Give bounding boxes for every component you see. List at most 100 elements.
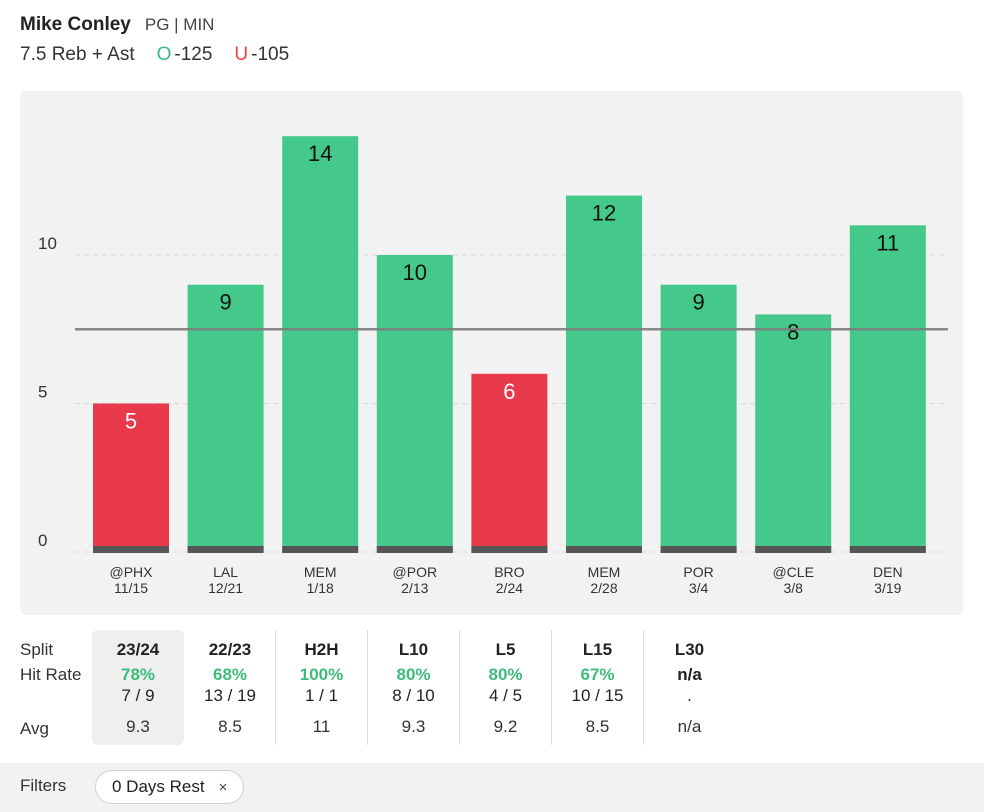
average: 9.2 bbox=[493, 717, 518, 736]
bar-value-label: 11 bbox=[876, 230, 899, 255]
bar-baseline bbox=[471, 546, 548, 553]
x-tick-date: 3/8 bbox=[783, 580, 803, 596]
split-label: 22/23 bbox=[208, 640, 252, 659]
x-tick-date: 1/18 bbox=[307, 580, 334, 596]
hit-rate: 80% bbox=[396, 665, 431, 684]
player-name: Mike Conley bbox=[20, 14, 131, 35]
x-tick-label: DEN bbox=[873, 564, 903, 580]
average: n/a bbox=[677, 717, 702, 736]
bar-value-label: 10 bbox=[403, 260, 427, 285]
hit-count: 10 / 15 bbox=[571, 686, 624, 705]
hit-count: 13 / 19 bbox=[204, 686, 256, 705]
hit-rate: n/a bbox=[677, 665, 702, 684]
x-tick-label: BRO bbox=[494, 564, 524, 580]
split-label: H2H bbox=[304, 640, 339, 659]
x-tick-label: @PHX bbox=[110, 564, 154, 580]
bar-value-label: 12 bbox=[592, 201, 616, 226]
split-column-h2h[interactable]: H2H 100% 1 / 1 11 bbox=[275, 630, 367, 745]
under-indicator: U bbox=[234, 44, 249, 65]
average: 11 bbox=[312, 717, 331, 736]
hit-count: 8 / 10 bbox=[392, 686, 435, 705]
filters-label: Filters bbox=[20, 776, 67, 795]
bar bbox=[471, 373, 548, 552]
x-tick-date: 12/21 bbox=[208, 580, 243, 596]
bar bbox=[282, 136, 359, 552]
split-label: L5 bbox=[495, 640, 516, 659]
split-column-l10[interactable]: L10 80% 8 / 10 9.3 bbox=[367, 630, 459, 745]
bar bbox=[566, 195, 642, 552]
x-tick-date: 2/13 bbox=[401, 580, 428, 596]
bar-baseline bbox=[93, 546, 169, 553]
x-tick-label: POR bbox=[683, 564, 713, 580]
bar bbox=[660, 284, 737, 552]
avg-row-label: Avg bbox=[20, 719, 49, 738]
hit-count: . bbox=[687, 686, 692, 705]
average: 9.3 bbox=[126, 717, 150, 736]
x-tick-date: 2/28 bbox=[590, 580, 617, 596]
x-tick-label: MEM bbox=[588, 564, 621, 580]
x-tick-date: 3/4 bbox=[689, 580, 709, 596]
average: 9.3 bbox=[401, 717, 426, 736]
bar bbox=[376, 255, 453, 552]
split-column-22-23[interactable]: 22/23 68% 13 / 19 8.5 bbox=[184, 630, 276, 745]
y-tick-label: 0 bbox=[38, 531, 47, 550]
bar bbox=[187, 284, 264, 552]
bar-value-label: 14 bbox=[308, 141, 332, 166]
game-log-chart: 0 5 10 5 @PHX 11/15 9 LAL 12/21 14 MEM 1/18 10 @POR 2/… bbox=[20, 91, 963, 615]
filters-bar: Filters 0 Days Rest × bbox=[0, 763, 984, 812]
hit-rate-row-label: Hit Rate bbox=[20, 665, 82, 684]
x-tick-label: MEM bbox=[304, 564, 337, 580]
split-label: L30 bbox=[674, 640, 705, 659]
bar-chart: 05105@PHX11/159LAL12/2114MEM1/1810@POR2/… bbox=[38, 136, 948, 596]
filter-chip-days-rest[interactable]: 0 Days Rest × bbox=[95, 770, 245, 804]
split-column-l5[interactable]: L5 80% 4 / 5 9.2 bbox=[459, 630, 551, 745]
over-odds: -125 bbox=[174, 44, 213, 65]
bar-baseline bbox=[566, 546, 642, 553]
bar-value-label: 5 bbox=[125, 409, 137, 434]
split-row-label: Split bbox=[20, 640, 54, 659]
bar-baseline bbox=[660, 546, 737, 553]
x-tick-date: 2/24 bbox=[496, 580, 523, 596]
x-tick-date: 11/15 bbox=[114, 580, 148, 596]
hit-count: 1 / 1 bbox=[304, 686, 339, 705]
average: 8.5 bbox=[218, 717, 242, 736]
hit-count: 7 / 9 bbox=[121, 686, 155, 705]
bar-value-label: 8 bbox=[787, 319, 799, 344]
x-tick-date: 3/19 bbox=[874, 580, 901, 596]
bar-baseline bbox=[282, 546, 359, 553]
bar-baseline bbox=[187, 546, 264, 553]
filter-chip-label: 0 Days Rest bbox=[112, 777, 205, 796]
split-label: L15 bbox=[582, 640, 613, 659]
x-tick-label: @POR bbox=[393, 564, 438, 580]
bar-value-label: 6 bbox=[503, 379, 515, 404]
x-tick-label: @CLE bbox=[772, 564, 813, 580]
split-column-23-24[interactable]: 23/24 78% 7 / 9 9.3 bbox=[92, 630, 184, 745]
close-icon[interactable]: × bbox=[218, 778, 228, 796]
bar-value-label: 9 bbox=[692, 290, 704, 315]
split-column-l15[interactable]: L15 67% 10 / 15 8.5 bbox=[551, 630, 643, 745]
hit-rate: 78% bbox=[120, 665, 156, 684]
bar-baseline bbox=[755, 546, 832, 553]
split-label: L10 bbox=[398, 640, 429, 659]
y-tick-label: 5 bbox=[38, 383, 47, 402]
splits-table: Split Hit Rate Avg 23/24 78% 7 / 9 9.3 2… bbox=[0, 630, 984, 745]
x-tick-label: LAL bbox=[213, 564, 238, 580]
bar bbox=[93, 403, 169, 552]
bar bbox=[755, 314, 832, 552]
bar-baseline bbox=[849, 546, 926, 553]
split-label: 23/24 bbox=[116, 640, 160, 659]
hit-rate: 80% bbox=[488, 665, 523, 684]
hit-count: 4 / 5 bbox=[488, 686, 523, 705]
average: 8.5 bbox=[585, 717, 610, 736]
bar-value-label: 9 bbox=[219, 290, 231, 315]
hit-rate: 68% bbox=[212, 665, 248, 684]
under-odds: -105 bbox=[251, 44, 290, 65]
prop-label: 7.5 Reb + Ast bbox=[20, 44, 135, 65]
player-header: Mike Conley PG | MIN 7.5 Reb + Ast O -12… bbox=[20, 14, 289, 66]
hit-rate: 100% bbox=[299, 665, 344, 684]
split-column-l30[interactable]: L30 n/a . n/a bbox=[643, 630, 735, 745]
y-tick-label: 10 bbox=[38, 234, 57, 253]
hit-rate: 67% bbox=[580, 665, 615, 684]
prop-line: 7.5 Reb + Ast O -125 U -105 bbox=[20, 44, 289, 66]
bar-baseline bbox=[376, 546, 453, 553]
